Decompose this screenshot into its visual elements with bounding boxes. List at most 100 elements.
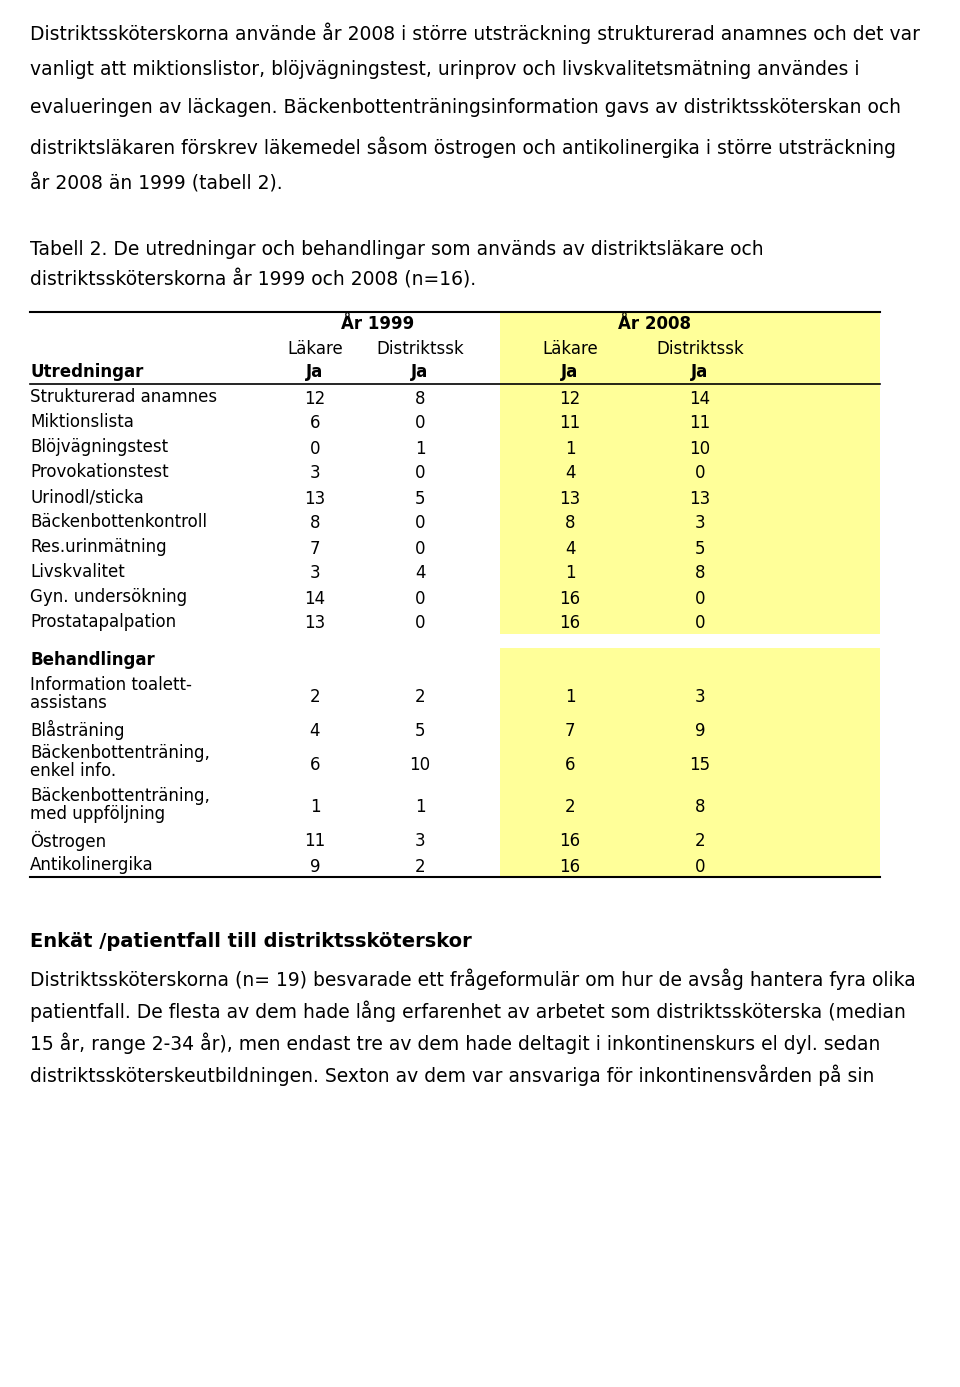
Text: 16: 16 — [560, 589, 581, 608]
Text: Ja: Ja — [691, 363, 708, 381]
Text: 0: 0 — [415, 540, 425, 558]
Text: 10: 10 — [689, 440, 710, 458]
Text: 0: 0 — [415, 589, 425, 608]
Text: Distriktssk: Distriktssk — [656, 340, 744, 358]
Text: patientfall. De flesta av dem hade lång erfarenhet av arbetet som distriktssköte: patientfall. De flesta av dem hade lång … — [30, 1000, 906, 1021]
Text: 13: 13 — [304, 490, 325, 508]
Text: Bäckenbottenträning,: Bäckenbottenträning, — [30, 743, 210, 761]
Text: 7: 7 — [564, 721, 575, 739]
Text: Läkare: Läkare — [542, 340, 598, 358]
Text: 11: 11 — [560, 415, 581, 433]
Text: 8: 8 — [564, 515, 575, 533]
Bar — [500, 609, 880, 634]
Text: 9: 9 — [310, 857, 321, 875]
Text: 8: 8 — [695, 565, 706, 583]
Text: Information toalett-: Information toalett- — [30, 675, 192, 694]
Text: 10: 10 — [409, 756, 431, 774]
Text: Behandlingar: Behandlingar — [30, 651, 155, 669]
Text: distriktsläkaren förskrev läkemedel såsom östrogen och antikolinergika i större : distriktsläkaren förskrev läkemedel såso… — [30, 136, 896, 158]
Bar — [500, 741, 880, 784]
Text: Enkät /patientfall till distriktssköterskor: Enkät /patientfall till distriktssköters… — [30, 932, 471, 951]
Text: 7: 7 — [310, 540, 321, 558]
Text: 0: 0 — [695, 857, 706, 875]
Text: 6: 6 — [564, 756, 575, 774]
Text: 9: 9 — [695, 721, 706, 739]
Text: 16: 16 — [560, 857, 581, 875]
Text: Urinodl/sticka: Urinodl/sticka — [30, 488, 144, 506]
Bar — [500, 784, 880, 827]
Text: 0: 0 — [695, 465, 706, 483]
Bar — [500, 361, 880, 384]
Text: 14: 14 — [689, 390, 710, 408]
Text: Utredningar: Utredningar — [30, 363, 143, 381]
Text: Östrogen: Östrogen — [30, 831, 107, 852]
Text: Blöjvägningstest: Blöjvägningstest — [30, 438, 168, 456]
Text: 11: 11 — [304, 832, 325, 850]
Text: 3: 3 — [415, 832, 425, 850]
Bar — [500, 534, 880, 559]
Text: 2: 2 — [695, 832, 706, 850]
Text: 16: 16 — [560, 614, 581, 632]
Text: 16: 16 — [560, 832, 581, 850]
Text: evalueringen av läckagen. Bäckenbottenträningsinformation gavs av distriktssköte: evalueringen av läckagen. Bäckenbottentr… — [30, 98, 901, 117]
Text: Distriktssköterskorna använde år 2008 i större utsträckning strukturerad anamnes: Distriktssköterskorna använde år 2008 i … — [30, 22, 920, 43]
Text: 13: 13 — [304, 614, 325, 632]
Text: enkel info.: enkel info. — [30, 761, 116, 779]
Text: Res.urinmätning: Res.urinmätning — [30, 538, 167, 556]
Text: 4: 4 — [564, 465, 575, 483]
Text: 2: 2 — [310, 688, 321, 706]
Text: vanligt att miktionslistor, blöjvägningstest, urinprov och livskvalitetsmätning : vanligt att miktionslistor, blöjvägnings… — [30, 60, 859, 79]
Text: Ja: Ja — [562, 363, 579, 381]
Bar — [500, 584, 880, 609]
Text: 2: 2 — [564, 799, 575, 817]
Text: 0: 0 — [415, 614, 425, 632]
Text: 1: 1 — [564, 565, 575, 583]
Text: År 2008: År 2008 — [618, 315, 691, 333]
Text: distriktssköterskorna år 1999 och 2008 (n=16).: distriktssköterskorna år 1999 och 2008 (… — [30, 270, 476, 290]
Text: med uppföljning: med uppföljning — [30, 804, 165, 822]
Text: 0: 0 — [415, 415, 425, 433]
Bar — [500, 827, 880, 852]
Text: 15 år, range 2-34 år), men endast tre av dem hade deltagit i inkontinenskurs el : 15 år, range 2-34 år), men endast tre av… — [30, 1032, 880, 1054]
Text: 4: 4 — [310, 721, 321, 739]
Text: 13: 13 — [560, 490, 581, 508]
Text: Tabell 2. De utredningar och behandlingar som används av distriktsläkare och: Tabell 2. De utredningar och behandlinga… — [30, 240, 763, 259]
Text: 1: 1 — [564, 440, 575, 458]
Text: Provokationstest: Provokationstest — [30, 463, 169, 481]
Text: 8: 8 — [415, 390, 425, 408]
Text: 3: 3 — [310, 565, 321, 583]
Text: Blåsträning: Blåsträning — [30, 720, 125, 741]
Text: 5: 5 — [415, 721, 425, 739]
Text: Prostatapalpation: Prostatapalpation — [30, 613, 176, 631]
Text: 4: 4 — [564, 540, 575, 558]
Text: 13: 13 — [689, 490, 710, 508]
Text: assistans: assistans — [30, 694, 107, 712]
Bar — [500, 338, 880, 361]
Text: År 1999: År 1999 — [341, 315, 414, 333]
Text: Distriktssköterskorna (n= 19) besvarade ett frågeformulär om hur de avsåg hanter: Distriktssköterskorna (n= 19) besvarade … — [30, 968, 916, 989]
Text: 1: 1 — [415, 440, 425, 458]
Text: 0: 0 — [695, 614, 706, 632]
Text: 4: 4 — [415, 565, 425, 583]
Text: Bäckenbottenträning,: Bäckenbottenträning, — [30, 786, 210, 804]
Bar — [500, 409, 880, 434]
Text: Gyn. undersökning: Gyn. undersökning — [30, 588, 187, 606]
Text: Strukturerad anamnes: Strukturerad anamnes — [30, 388, 217, 406]
Text: Ja: Ja — [306, 363, 324, 381]
Text: Distriktssk: Distriktssk — [376, 340, 464, 358]
Bar — [500, 312, 880, 338]
Text: 1: 1 — [415, 799, 425, 817]
Bar — [500, 484, 880, 509]
Text: distriktssköterskeutbildningen. Sexton av dem var ansvariga för inkontinensvårde: distriktssköterskeutbildningen. Sexton a… — [30, 1064, 875, 1086]
Text: 0: 0 — [415, 515, 425, 533]
Text: 0: 0 — [695, 589, 706, 608]
Text: 0: 0 — [310, 440, 321, 458]
Text: 2: 2 — [415, 688, 425, 706]
Text: 12: 12 — [560, 390, 581, 408]
Text: Antikolinergika: Antikolinergika — [30, 856, 154, 874]
Bar — [500, 509, 880, 534]
Bar — [500, 559, 880, 584]
Text: 6: 6 — [310, 415, 321, 433]
Text: 8: 8 — [310, 515, 321, 533]
Text: 5: 5 — [695, 540, 706, 558]
